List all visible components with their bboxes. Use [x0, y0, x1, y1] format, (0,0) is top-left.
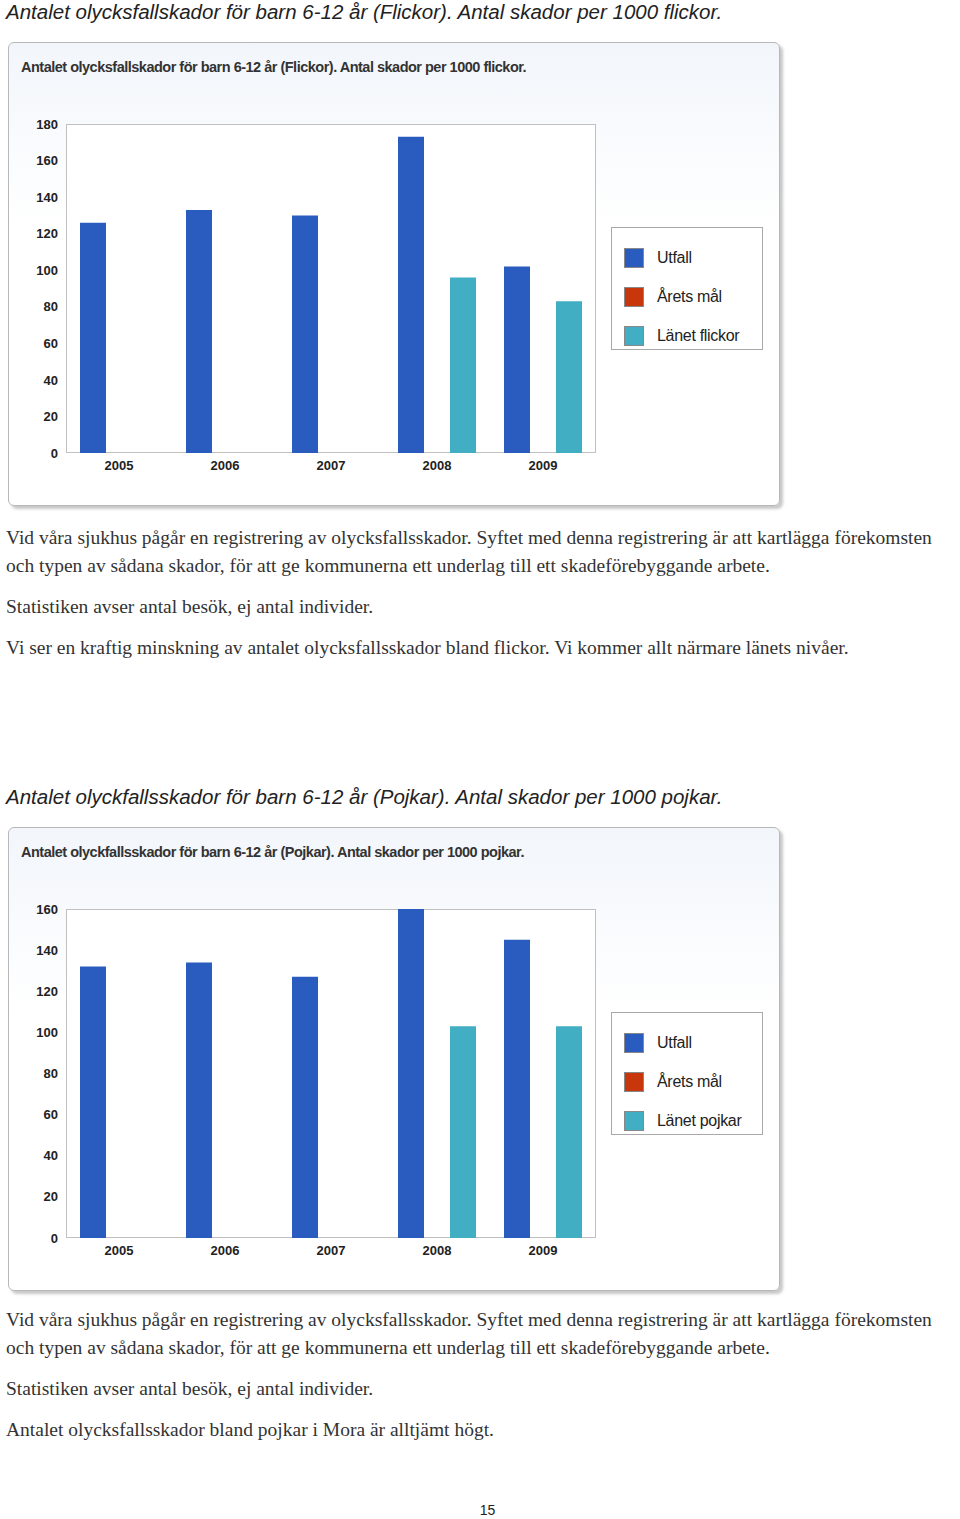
html-text:Länet flickor: Länet flickor [657, 326, 740, 344]
svg-text:2009: 2009 [529, 458, 558, 473]
html-text:Antalet olyckfallsskador för b: Antalet olyckfallsskador för barn 6-12 å… [21, 844, 524, 860]
svg-text:80: 80 [44, 1066, 58, 1081]
svg-text:2006: 2006 [211, 1243, 240, 1258]
svg-text:160: 160 [36, 902, 58, 917]
svg-text:80: 80 [44, 299, 58, 314]
html-text:Antalet olycksfallsskador blan: Antalet olycksfallsskador bland pojkar i… [6, 1419, 494, 1440]
svg-text:2005: 2005 [105, 458, 134, 473]
html-text:Utfall: Utfall [657, 1033, 692, 1051]
svg-text:2006: 2006 [211, 458, 240, 473]
svg-text:40: 40 [44, 373, 58, 388]
svg-text:0: 0 [51, 446, 58, 461]
html-text:Årets mål: Årets mål [657, 287, 722, 305]
svg-text:20: 20 [44, 1189, 58, 1204]
svg-text:140: 140 [36, 190, 58, 205]
html-text:Statistiken avser antal besök,: Statistiken avser antal besök, ej antal … [6, 596, 374, 617]
html-text:Antalet olyckfallsskador för b: Antalet olyckfallsskador för barn 6-12 å… [6, 785, 723, 808]
svg-text:2007: 2007 [317, 458, 346, 473]
svg-text:120: 120 [36, 226, 58, 241]
html-text:Statistiken avser antal besök,: Statistiken avser antal besök, ej antal … [6, 1378, 374, 1399]
svg-text:2008: 2008 [423, 1243, 452, 1258]
html-text:Utfall: Utfall [657, 248, 692, 266]
svg-text:20: 20 [44, 409, 58, 424]
svg-text:0: 0 [51, 1231, 58, 1246]
svg-text:2007: 2007 [317, 1243, 346, 1258]
html-text:15: 15 [479, 1502, 496, 1518]
svg-text:140: 140 [36, 943, 58, 958]
svg-text:120: 120 [36, 984, 58, 999]
svg-text:100: 100 [36, 263, 58, 278]
svg-text:40: 40 [44, 1148, 58, 1163]
html-text:Vid våra sjukhus pågår en regi: Vid våra sjukhus pågår en registrering a… [6, 527, 932, 576]
svg-text:2005: 2005 [105, 1243, 134, 1258]
svg-text:100: 100 [36, 1025, 58, 1040]
html-text:Länet pojkar: Länet pojkar [657, 1111, 742, 1129]
svg-text:180: 180 [36, 117, 58, 132]
svg-text:160: 160 [36, 153, 58, 168]
svg-text:60: 60 [44, 336, 58, 351]
html-text:Antalet olycksfallskador för b: Antalet olycksfallskador för barn 6-12 å… [21, 59, 527, 75]
html-text:Vid våra sjukhus pågår en regi: Vid våra sjukhus pågår en registrering a… [6, 1309, 932, 1358]
svg-text:60: 60 [44, 1107, 58, 1122]
html-text:Årets mål: Årets mål [657, 1072, 722, 1090]
svg-text:2008: 2008 [423, 458, 452, 473]
html-text:Antalet olycksfallskador för b: Antalet olycksfallskador för barn 6-12 å… [6, 0, 723, 23]
svg-text:2009: 2009 [529, 1243, 558, 1258]
html-text:Vi ser en kraftig minskning av: Vi ser en kraftig minskning av antalet o… [6, 637, 849, 658]
